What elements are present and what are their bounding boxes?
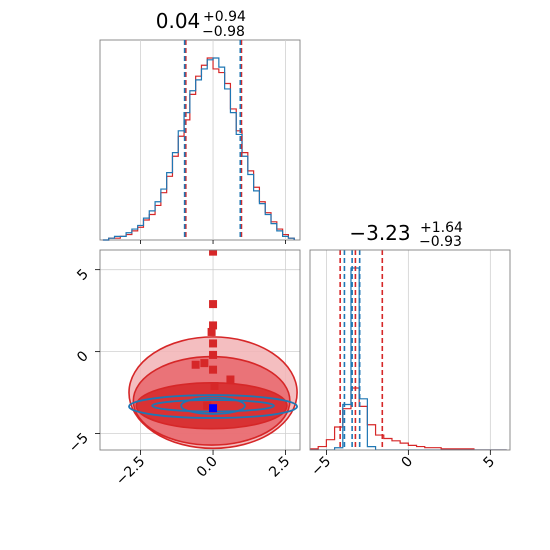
hist2-series-0 [310, 387, 507, 450]
panel-hist-param1-frame [99, 39, 301, 241]
red-point [209, 339, 218, 348]
red-point [209, 350, 218, 359]
panel-2d-density-frame [99, 249, 301, 451]
blue-contour-1 [128, 394, 299, 419]
red-point [209, 300, 218, 309]
p2-ytick-label: 0 [74, 348, 92, 366]
red-point [209, 365, 218, 374]
red-point [191, 360, 200, 369]
param1-title-minus: −0.98 [202, 24, 245, 40]
p3-xtick-label: 5 [481, 454, 499, 472]
hist1-series-1 [102, 57, 295, 241]
panel-2d-density: −2.5 0.0 2.5 −5 0 5 [66, 249, 301, 489]
red-point [207, 327, 216, 336]
p2-xtick-label: 0.0 [194, 454, 221, 481]
param1-title: 0.04 [156, 9, 201, 33]
p2-xtick-label: −2.5 [113, 454, 148, 489]
param2-title-minus: −0.93 [419, 234, 462, 250]
red-point [203, 401, 212, 410]
param2-title: −3.23 [349, 221, 410, 245]
p2-ytick-label: 5 [74, 266, 92, 284]
blue-point [209, 404, 218, 413]
panel-hist-param2: −5 0 5 −3.23 +1.64 −0.93 [308, 220, 511, 480]
param1-title-plus: +0.94 [203, 9, 246, 25]
param1-title-median: 0.04 [156, 9, 201, 33]
p3-xtick-label: −5 [308, 454, 334, 480]
p2-xtick-label: 2.5 [266, 454, 293, 481]
p2-ytick-label: −5 [66, 430, 92, 456]
red-point [209, 250, 218, 256]
panel-hist-param2-frame [309, 249, 511, 451]
red-point [226, 375, 235, 384]
p3-xtick-label: 0 [399, 454, 417, 472]
panel-hist-param1: 0.04 +0.94 −0.98 [99, 9, 301, 244]
red-point [200, 359, 209, 368]
hist2-series-1 [310, 267, 507, 450]
param2-title-plus: +1.64 [420, 220, 463, 236]
red-point [209, 321, 218, 330]
param2-title-median: −3.23 [349, 221, 410, 245]
red-point [210, 382, 219, 391]
blue-contour-2 [180, 396, 246, 415]
